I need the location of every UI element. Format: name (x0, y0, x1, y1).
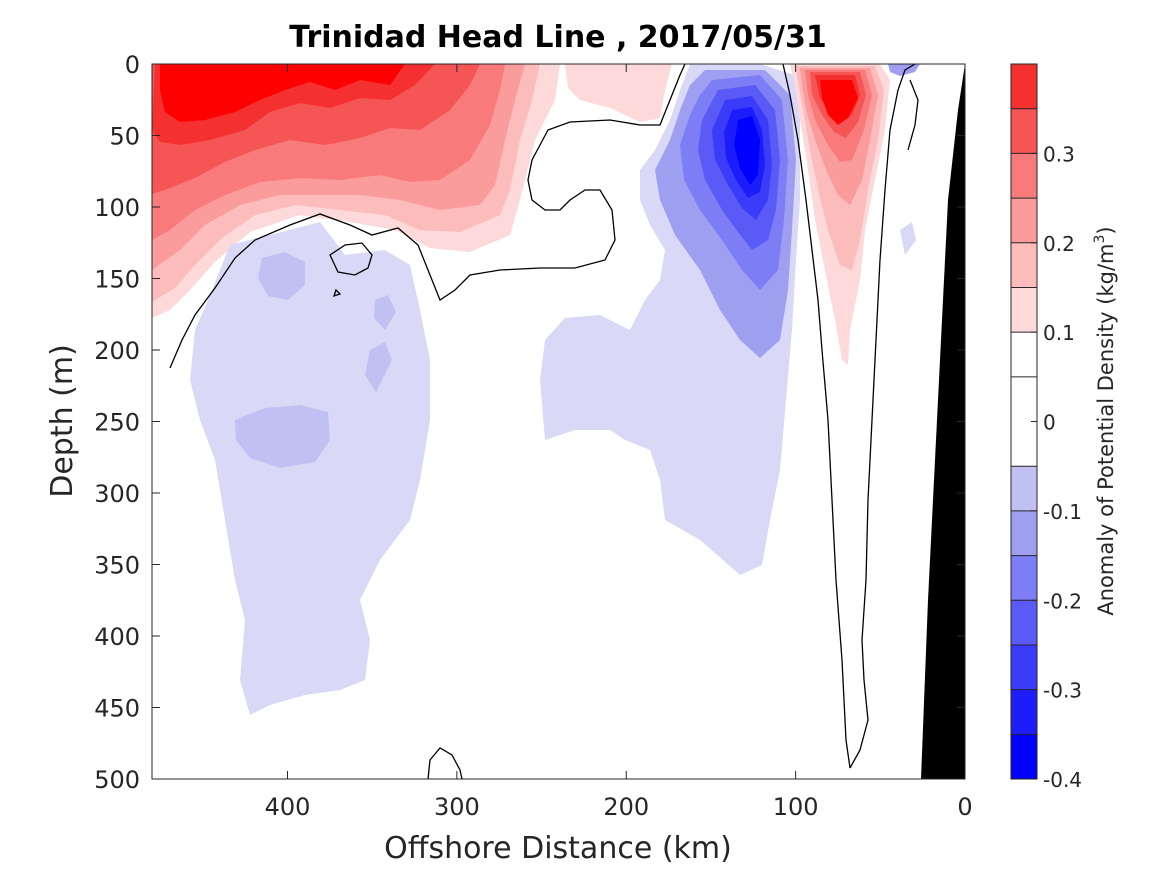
colorbar-swatch (1011, 242, 1037, 288)
colorbar-tick-label: 0.3 (1043, 142, 1075, 166)
colorbar-swatch (1011, 153, 1037, 199)
x-axis: 400 300 200 100 0 (265, 64, 973, 821)
anomaly-field (152, 64, 965, 779)
zero-contour (169, 64, 686, 369)
colorbar-swatch (1011, 64, 1037, 109)
colorbar-swatch (1011, 689, 1037, 735)
y-tick-label: 350 (94, 552, 140, 580)
y-axis: 0 50 100 150 200 250 300 350 400 450 500 (94, 51, 965, 794)
field-band (900, 222, 916, 255)
zero-contour (849, 64, 916, 769)
field-band (565, 64, 672, 122)
colorbar-tick-label: -0.2 (1043, 589, 1082, 613)
y-tick-label: 400 (94, 623, 140, 651)
field-band (734, 116, 760, 185)
colorbar-tick-label: -0.3 (1043, 679, 1082, 703)
zero-contour (907, 79, 919, 151)
zero-contour (332, 288, 342, 298)
field-band (258, 252, 305, 300)
y-tick-label: 50 (109, 123, 140, 151)
field-band (235, 405, 330, 468)
colorbar-swatch (1011, 734, 1037, 779)
x-axis-label: Offshore Distance (km) (384, 831, 732, 866)
colorbar-swatch (1011, 644, 1037, 690)
x-tick-label: 100 (773, 793, 819, 821)
zero-contour (782, 64, 851, 769)
colorbar-swatch (1011, 198, 1037, 243)
y-tick-label: 250 (94, 409, 140, 437)
y-tick-label: 0 (125, 51, 140, 79)
colorbar-axis: 0.3 0.2 0.1 0 -0.1 -0.2 -0.3 -0.4 (1031, 142, 1082, 792)
colorbar-tick-label: 0.1 (1043, 321, 1075, 345)
colorbar-tick-label: 0 (1043, 411, 1056, 435)
field-band (374, 295, 396, 330)
zero-contour (329, 242, 373, 276)
colorbar-swatch (1011, 600, 1037, 645)
x-tick-label: 400 (265, 793, 311, 821)
zero-contour (427, 747, 463, 779)
colorbar-swatch (1011, 555, 1037, 601)
bathymetry-fill (921, 64, 965, 779)
colorbar-swatch (1011, 108, 1037, 154)
y-axis-label: Depth (m) (45, 344, 80, 498)
field-band (820, 80, 858, 125)
x-tick-label: 300 (434, 793, 480, 821)
y-tick-label: 450 (94, 695, 140, 723)
colorbar-swatch (1011, 466, 1037, 511)
field-band (190, 222, 430, 715)
colorbar-label: Anomaly of Potential Density (kg/m3) (1092, 226, 1118, 615)
chart-title: Trinidad Head Line , 2017/05/31 (289, 20, 826, 55)
y-tick-label: 500 (94, 766, 140, 794)
x-tick-label: 0 (957, 793, 972, 821)
colorbar-swatch (1011, 510, 1037, 556)
y-tick-label: 200 (94, 337, 140, 365)
colorbar (1011, 63, 1037, 780)
y-tick-label: 150 (94, 266, 140, 294)
colorbar-tick-label: 0.2 (1043, 232, 1075, 256)
colorbar-tick-label: -0.1 (1043, 500, 1082, 524)
y-tick-label: 100 (94, 194, 140, 222)
colorbar-swatch (1011, 287, 1037, 333)
x-tick-label: 200 (603, 793, 649, 821)
field-band (365, 342, 392, 392)
colorbar-tick-label: -0.4 (1043, 768, 1082, 792)
field-band (160, 64, 405, 122)
y-tick-label: 300 (94, 480, 140, 508)
field-band (888, 64, 920, 76)
